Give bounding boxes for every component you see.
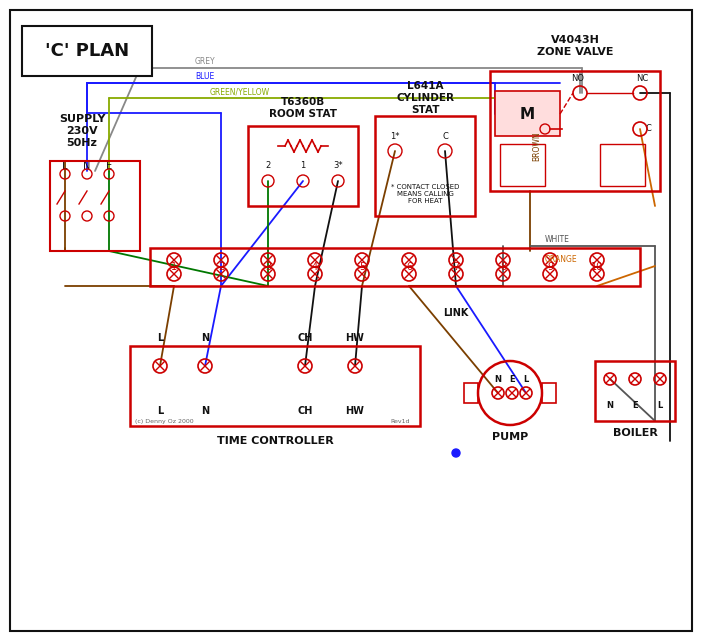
Text: L: L (62, 161, 68, 171)
Text: * CONTACT CLOSED
MEANS CALLING
FOR HEAT: * CONTACT CLOSED MEANS CALLING FOR HEAT (391, 184, 459, 204)
Text: C: C (442, 132, 448, 141)
Text: L: L (157, 406, 163, 416)
Text: L: L (657, 401, 663, 410)
Text: 1: 1 (171, 262, 177, 272)
Text: 1*: 1* (390, 132, 399, 141)
Text: C: C (645, 124, 651, 133)
Text: N: N (201, 333, 209, 343)
Text: L: L (524, 374, 529, 383)
Text: N: N (201, 406, 209, 416)
Text: GREEN/YELLOW: GREEN/YELLOW (210, 87, 270, 96)
Text: CH: CH (298, 406, 312, 416)
Text: N: N (84, 161, 91, 171)
Text: M: M (519, 106, 534, 122)
Text: CH: CH (298, 333, 312, 343)
Text: L: L (157, 333, 163, 343)
Text: 2: 2 (218, 262, 224, 272)
Text: 7: 7 (453, 262, 459, 272)
Text: ORANGE: ORANGE (545, 255, 578, 264)
Text: V4043H
ZONE VALVE: V4043H ZONE VALVE (537, 35, 614, 57)
Text: SUPPLY
230V
50Hz: SUPPLY 230V 50Hz (59, 114, 105, 147)
Text: 3*: 3* (333, 161, 343, 170)
FancyBboxPatch shape (22, 26, 152, 76)
Text: E: E (106, 161, 112, 171)
Text: TIME CONTROLLER: TIME CONTROLLER (217, 436, 333, 446)
Text: 10: 10 (591, 262, 603, 272)
Text: PUMP: PUMP (492, 432, 528, 442)
Text: HW: HW (345, 333, 364, 343)
Text: 6: 6 (406, 262, 412, 272)
Circle shape (452, 449, 460, 457)
Text: GREY: GREY (195, 57, 216, 66)
Text: HW: HW (345, 406, 364, 416)
Text: 9: 9 (547, 262, 553, 272)
Text: NO: NO (571, 74, 585, 83)
Text: WHITE: WHITE (545, 235, 570, 244)
Text: BOILER: BOILER (613, 428, 658, 438)
Text: E: E (633, 401, 638, 410)
Text: 3: 3 (265, 262, 271, 272)
Text: 1: 1 (300, 161, 305, 170)
Text: BROWN: BROWN (532, 131, 541, 161)
Text: (c) Denny Oz 2000: (c) Denny Oz 2000 (135, 419, 194, 424)
Text: 'C' PLAN: 'C' PLAN (45, 42, 129, 60)
Text: Rev1d: Rev1d (390, 419, 409, 424)
Text: 2: 2 (265, 161, 271, 170)
Text: BLUE: BLUE (195, 72, 214, 81)
Text: N: N (494, 374, 501, 383)
FancyBboxPatch shape (495, 91, 560, 136)
Text: 4: 4 (312, 262, 318, 272)
Text: 8: 8 (500, 262, 506, 272)
Text: T6360B
ROOM STAT: T6360B ROOM STAT (269, 97, 337, 119)
Text: 5: 5 (359, 262, 365, 272)
Text: N: N (607, 401, 614, 410)
Text: LINK: LINK (443, 308, 469, 318)
Text: E: E (509, 374, 515, 383)
Text: L641A
CYLINDER
STAT: L641A CYLINDER STAT (396, 81, 454, 115)
Text: NC: NC (636, 74, 648, 83)
